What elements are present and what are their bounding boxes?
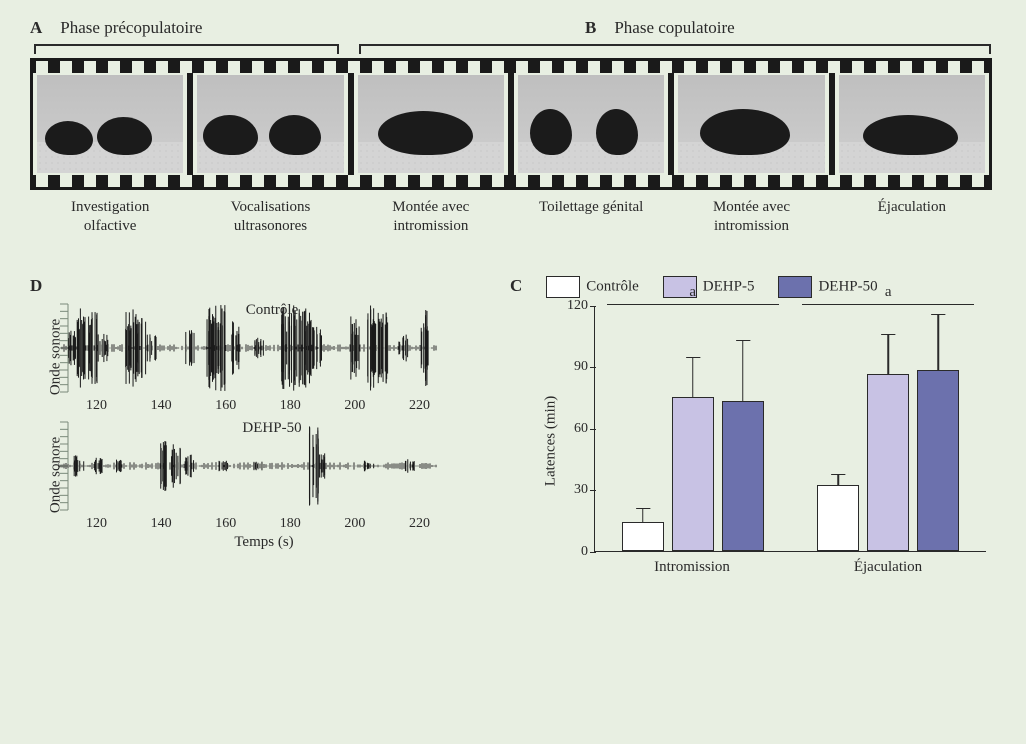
film-frame: [671, 61, 831, 187]
legend-swatch: [778, 276, 812, 298]
panel-c-label: C: [510, 276, 522, 296]
legend-label: DEHP-50: [818, 278, 877, 294]
panel-d: D Onde sonoreContrôle120140160180200220O…: [30, 276, 470, 576]
panel-b-header: B Phase copulatoire: [585, 18, 735, 38]
panel-a-title: Phase précopulatoire: [60, 18, 202, 37]
film-strip: [30, 58, 992, 190]
bar: [917, 370, 959, 550]
film-caption: Toilettage génital: [511, 198, 671, 236]
film-frame: [832, 61, 992, 187]
legend-swatch: [546, 276, 580, 298]
bar: [672, 397, 714, 551]
bar-chart: Latences (min) 0306090120 aa Intromissio…: [554, 306, 986, 576]
wave-title: DEHP-50: [242, 420, 301, 437]
film-caption: Éjaculation: [832, 198, 992, 236]
wave-ylabel: Onde sonore: [48, 436, 65, 512]
y-axis: 0306090120: [554, 306, 588, 552]
legend-item: DEHP-5: [663, 276, 755, 298]
x-group-label: Éjaculation: [790, 559, 986, 576]
plot-area: aa: [594, 306, 986, 552]
waveform: Onde sonore Contrôle 120140160180200220: [30, 300, 470, 414]
film-caption: Montée avecintromission: [671, 198, 831, 236]
x-axis-labels: IntromissionÉjaculation: [594, 559, 986, 576]
film-caption: Montée avecintromission: [351, 198, 511, 236]
chart-legend: Contrôle DEHP-5 DEHP-50: [546, 276, 877, 298]
significance-label: a: [689, 284, 696, 301]
y-tick: 90: [554, 359, 588, 375]
bar: [817, 485, 859, 551]
bracket-copulatory: [359, 44, 991, 54]
wave-xticks: 120140160180200220: [58, 514, 438, 532]
film-captions: InvestigationolfactiveVocalisationsultra…: [30, 198, 992, 236]
legend-label: Contrôle: [586, 278, 639, 294]
wave-xticks: 120140160180200220: [58, 396, 438, 414]
y-tick: 0: [554, 544, 588, 560]
y-tick: 60: [554, 421, 588, 437]
wave-title: Contrôle: [246, 302, 299, 319]
top-headers: A Phase précopulatoire B Phase copulatoi…: [30, 18, 996, 38]
legend-item: DEHP-50: [778, 276, 877, 298]
waveform: Onde sonore DEHP-50 120140160180200220: [30, 418, 470, 532]
panel-d-body: Onde sonoreContrôle120140160180200220Ond…: [30, 300, 470, 532]
legend-item: Contrôle: [546, 276, 639, 298]
film-frame: [30, 61, 190, 187]
film-frame: [190, 61, 350, 187]
y-tick: 30: [554, 482, 588, 498]
film-caption: Investigationolfactive: [30, 198, 190, 236]
significance-label: a: [885, 284, 892, 301]
bar: [867, 374, 909, 550]
panel-a-header: A Phase précopulatoire: [30, 18, 385, 38]
bar: [622, 522, 664, 551]
panel-c: C ContrôleDEHP-5DEHP-50 Latences (min) 0…: [510, 276, 996, 576]
y-tick: 120: [554, 298, 588, 314]
bottom-row: D Onde sonoreContrôle120140160180200220O…: [30, 276, 996, 576]
film-caption: Vocalisationsultrasonores: [190, 198, 350, 236]
bar: [722, 401, 764, 551]
film-frame: [511, 61, 671, 187]
bar-group: a: [791, 306, 987, 551]
panel-d-label: D: [30, 276, 42, 295]
legend-label: DEHP-5: [703, 278, 755, 294]
panel-a-label: A: [30, 18, 42, 37]
bracket-precopulatory: [34, 44, 339, 54]
film-frame: [351, 61, 511, 187]
panel-b-title: Phase copulatoire: [614, 18, 734, 37]
panel-d-xlabel: Temps (s): [58, 534, 470, 551]
panel-b-label: B: [585, 18, 596, 37]
wave-ylabel: Onde sonore: [48, 318, 65, 394]
x-group-label: Intromission: [594, 559, 790, 576]
bar-group: a: [595, 306, 791, 551]
phase-brackets: [30, 44, 996, 54]
